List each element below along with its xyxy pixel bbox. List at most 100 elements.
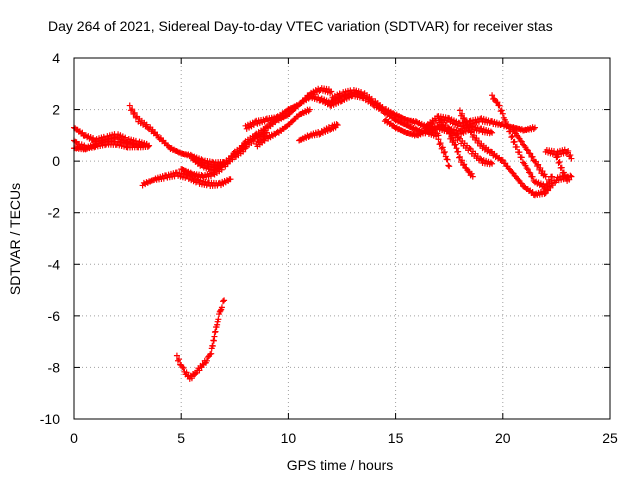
data-point — [535, 161, 542, 168]
data-point — [507, 128, 514, 135]
data-point — [218, 304, 225, 311]
data-point — [146, 142, 153, 149]
data-point — [207, 173, 214, 180]
data-point — [227, 176, 234, 183]
data-point — [188, 375, 195, 382]
data-point — [556, 158, 563, 165]
data-point — [509, 133, 516, 140]
y-tick-label: -6 — [48, 308, 61, 324]
data-point — [489, 92, 496, 99]
data-point — [498, 107, 505, 114]
data-point — [229, 156, 236, 163]
plot-frame — [73, 57, 611, 420]
data-point — [511, 129, 518, 136]
data-point — [455, 134, 462, 141]
data-point — [176, 356, 183, 363]
data-point — [144, 143, 151, 150]
x-tick-label: 25 — [602, 430, 618, 446]
data-point — [122, 134, 129, 141]
data-point — [446, 163, 453, 170]
data-point — [542, 173, 549, 180]
data-point — [468, 170, 475, 177]
data-point — [537, 164, 544, 171]
data-point — [524, 166, 531, 173]
data-point — [328, 88, 335, 95]
data-point — [444, 156, 451, 163]
data-point — [518, 154, 525, 161]
y-axis-label: SDTVAR / TECUs — [7, 183, 23, 295]
data-point — [435, 136, 442, 143]
data-point — [554, 153, 561, 160]
data-point — [534, 162, 541, 169]
data-point — [183, 369, 190, 376]
data-point — [453, 145, 460, 152]
data-point — [437, 140, 444, 147]
data-point — [220, 298, 227, 305]
data-point — [523, 146, 530, 153]
data-point — [461, 114, 468, 121]
data-point — [544, 182, 551, 189]
data-point — [489, 160, 496, 167]
data-point — [90, 134, 97, 141]
data-point — [221, 297, 228, 304]
y-tick-label: 0 — [52, 153, 60, 169]
data-point — [456, 153, 463, 160]
data-point — [468, 128, 475, 135]
data-point — [524, 147, 531, 154]
data-point — [459, 157, 466, 164]
data-point — [445, 124, 452, 131]
data-point — [441, 148, 448, 155]
x-tick-label: 15 — [388, 430, 404, 446]
data-point — [568, 173, 575, 180]
data-point — [516, 149, 523, 156]
data-point — [567, 172, 574, 179]
data-point — [567, 152, 574, 159]
data-point — [440, 149, 447, 156]
data-point — [515, 176, 522, 183]
data-point — [505, 123, 512, 130]
data-point — [509, 169, 516, 176]
y-tick-label: 2 — [52, 102, 60, 118]
data-point — [218, 163, 225, 170]
data-point — [438, 145, 445, 152]
data-point — [337, 98, 344, 105]
data-point — [466, 145, 473, 152]
data-point — [196, 367, 203, 374]
data-point — [261, 127, 268, 134]
data-point — [459, 110, 466, 117]
data-point — [455, 148, 462, 155]
data-point — [368, 95, 375, 102]
data-point — [180, 364, 187, 371]
data-point — [126, 102, 133, 109]
data-point — [466, 125, 473, 132]
y-tick-label: 4 — [52, 50, 60, 66]
data-point — [461, 161, 468, 168]
data-point — [306, 106, 313, 113]
data-point — [489, 129, 496, 136]
data-point — [549, 173, 556, 180]
data-point — [452, 141, 459, 148]
data-point — [508, 134, 515, 141]
data-point — [92, 142, 99, 149]
data-point — [531, 124, 538, 131]
data-point — [517, 137, 524, 144]
y-tick-label: -4 — [48, 256, 61, 272]
data-point — [565, 147, 572, 154]
data-point — [477, 155, 484, 162]
data-point — [541, 190, 548, 197]
data-point — [518, 138, 525, 145]
data-point — [203, 357, 210, 364]
data-point — [546, 178, 553, 185]
data-point — [131, 109, 138, 116]
data-point — [132, 114, 139, 121]
data-point — [250, 135, 257, 142]
data-point — [127, 107, 134, 114]
data-point — [487, 128, 494, 135]
data-point — [173, 352, 180, 359]
data-point — [215, 316, 222, 323]
data-point — [327, 126, 334, 133]
data-point — [558, 164, 565, 171]
data-point — [439, 144, 446, 151]
